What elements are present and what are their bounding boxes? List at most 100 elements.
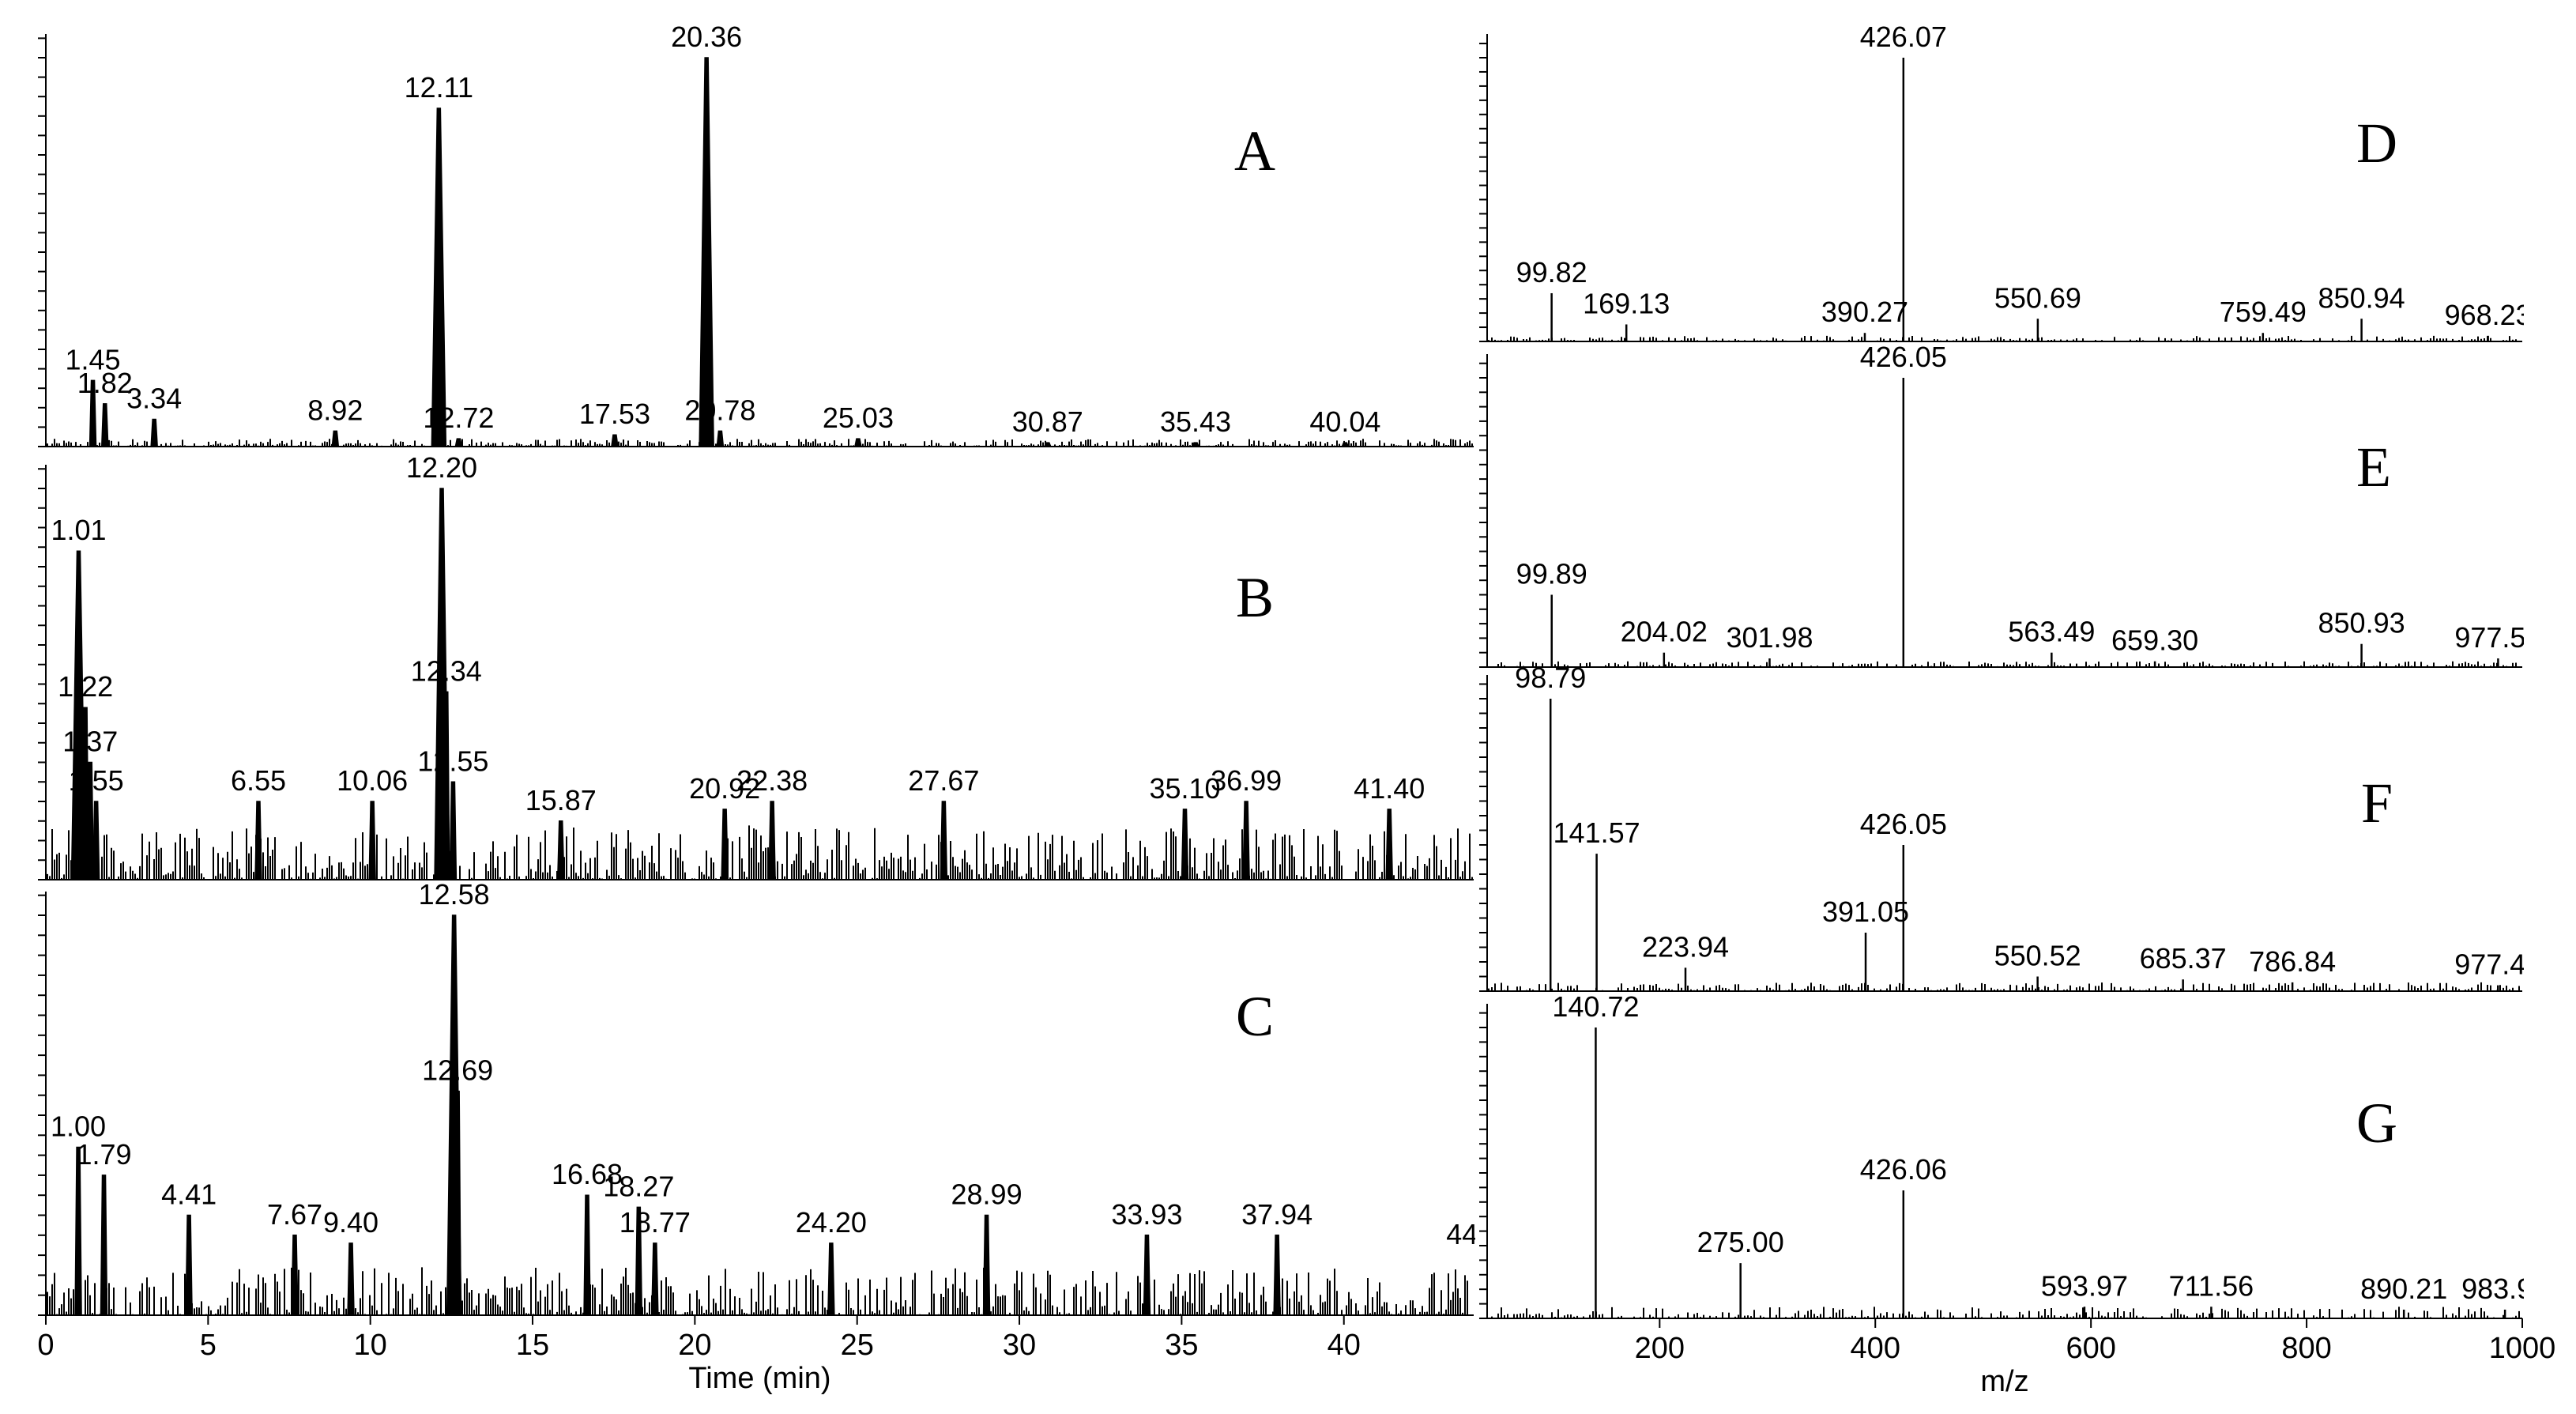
peak-label: 1.37 [62,726,118,758]
peak-label: 1.00 [51,1110,106,1142]
peak [431,107,447,447]
peak-label: 20.92 [689,772,760,805]
peak-label: 22.38 [736,764,808,797]
peak [1385,809,1393,880]
peak [1143,1235,1151,1316]
peak-label: 759.49 [2220,296,2307,328]
peak-label: 25.03 [823,402,894,434]
peak-label: 12.11 [405,71,473,104]
peak-label: 1.79 [76,1138,131,1171]
peak-label: 6.55 [231,764,286,797]
peak-label: 12.20 [406,451,477,484]
peak [1242,801,1250,880]
peak-label: 99.82 [1516,256,1587,288]
peak-label: 20.78 [684,394,755,426]
peak-label: 12.72 [423,402,494,434]
peak-label: 390.27 [1821,296,1908,328]
panel: 140.72 275.00 426.06 593.97 711.56 890.21 983.… [1488,990,2548,1318]
peak-label: 8.92 [307,394,363,426]
peak-label: 28.99 [951,1178,1022,1211]
peak-label: 983.97 [2461,1273,2548,1305]
x-tick-label: 800 [2281,1332,2331,1365]
peak-label: 204.02 [1621,616,1708,648]
peak-label: 27.67 [908,764,979,797]
peak-label: 41.40 [1354,772,1425,805]
peak-label: 36.99 [1211,764,1282,797]
panel-letter: F [2361,771,2393,835]
panel-letter: D [2356,111,2397,175]
peak-label: 4.41 [161,1178,217,1211]
peak-label: 593.97 [2041,1269,2128,1302]
peak-label: 850.93 [2318,607,2405,639]
peak-label: 12.58 [419,878,490,911]
peak-label: 301.98 [1726,621,1813,654]
peak [92,801,100,880]
x-tick-label: 5 [200,1329,217,1362]
peak-label: 563.49 [2008,616,2095,648]
peak [368,801,376,880]
peak [331,430,340,447]
peak-label: 16.68 [552,1158,623,1190]
baseline-noise [47,439,1473,447]
peak [1181,809,1189,880]
x-tick-label: 35 [1165,1329,1198,1362]
peak-label: 33.93 [1111,1198,1182,1231]
peak-label: 9.40 [323,1206,378,1239]
peak-label: 1.55 [69,764,124,797]
peak [74,1146,82,1316]
peak-label: 426.05 [1860,341,1947,373]
peak [556,820,565,880]
x-tick-label: 30 [1003,1329,1036,1362]
peak-label: 659.30 [2111,624,2198,657]
x-tick-label: 200 [1635,1332,1685,1365]
baseline-noise [1488,335,2520,341]
baseline-noise [1488,1307,2520,1318]
peak [185,1214,193,1316]
x-tick-label: 25 [841,1329,874,1362]
x-axis-label: Time (min) [688,1362,830,1395]
peak [699,57,714,447]
peak-label: 99.89 [1516,558,1587,590]
peak-label: 98.79 [1515,662,1586,694]
panel-letter: C [1236,985,1274,1048]
baseline-noise [47,1267,1473,1315]
panel-letter: E [2356,436,2391,499]
x-tick-label: 400 [1851,1332,1900,1365]
panel: 98.79 141.57 223.94 391.05 426.05 550.52 685.3… [1488,662,2541,991]
peak-label: 711.56 [2169,1269,2254,1302]
panel-letter: G [2356,1092,2397,1155]
peak-label: 685.37 [2140,942,2227,975]
panel: 99.89 204.02 301.98 426.05 563.49 659.30 850.9… [1488,341,2524,667]
peak-label: 426.05 [1860,808,1947,840]
peak [443,691,450,880]
peak-label: 30.87 [1012,405,1083,438]
peak [449,781,458,880]
peak-label: 35.43 [1160,405,1231,438]
peak-label: 35.10 [1149,772,1220,805]
peak-label: 1.45 [66,343,121,375]
peak-label: 1.22 [58,670,113,703]
peak-label: 18.27 [603,1170,674,1202]
peak [254,801,262,880]
peak [150,418,158,447]
peak-label: 550.52 [1994,940,2081,972]
peak-label: 275.00 [1697,1226,1784,1258]
peak-label: 426.06 [1860,1153,1947,1186]
x-tick-label: 15 [516,1329,549,1362]
peak [454,438,463,447]
panel-letter: A [1234,119,1275,183]
peak-label: 977.46 [2454,948,2541,981]
peak [982,1214,991,1316]
x-tick-label: 20 [678,1329,711,1362]
peak-label: 12.69 [422,1054,493,1087]
peak-label: 786.84 [2249,945,2336,978]
peak-label: 890.21 [2360,1273,2447,1305]
peak [347,1242,355,1316]
peak [454,1090,461,1316]
peak-label: 24.20 [796,1206,867,1239]
peak [716,430,725,447]
x-tick-label: 0 [37,1329,54,1362]
x-tick-label: 40 [1328,1329,1361,1362]
x-tick-label: 1000 [2489,1332,2556,1365]
